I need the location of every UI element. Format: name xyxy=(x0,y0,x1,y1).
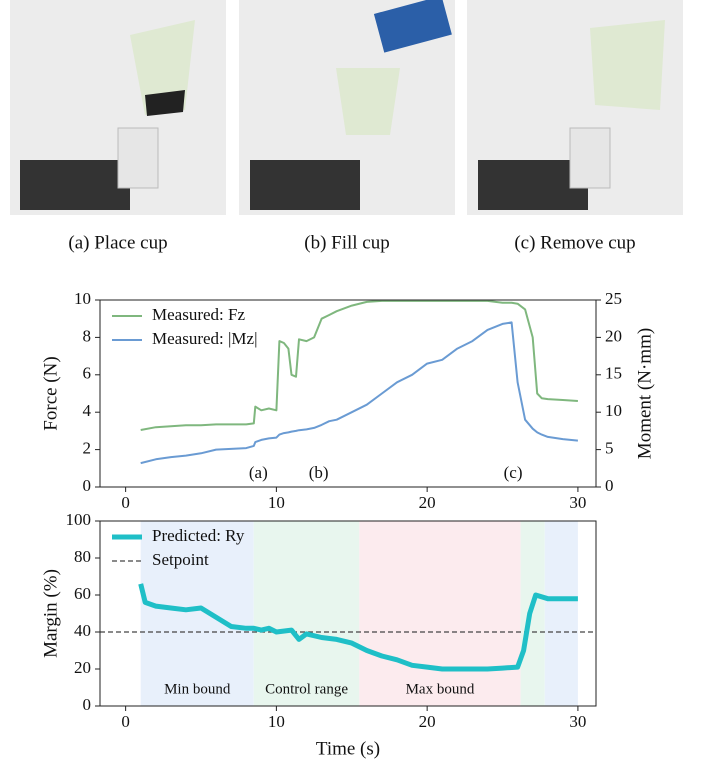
region xyxy=(545,521,578,706)
x-tick-label: 20 xyxy=(419,493,436,512)
figure: (a) Place cup (b) Fill cup (c) Remove cu… xyxy=(0,0,701,770)
y-tick-label: 60 xyxy=(74,584,91,603)
caption: (c) Remove cup xyxy=(514,232,635,253)
y2-tick-label: 20 xyxy=(605,326,622,345)
x-tick-label: 10 xyxy=(268,712,285,731)
x-tick-label: 0 xyxy=(121,493,130,512)
y2-tick-label: 0 xyxy=(605,476,614,495)
y-tick-label: 6 xyxy=(83,364,92,383)
y2-tick-label: 5 xyxy=(605,439,614,458)
caption: (b) Fill cup xyxy=(304,232,390,253)
y-tick-label: 4 xyxy=(83,401,92,420)
y2-axis-label: Moment (N·mm) xyxy=(634,328,655,459)
region-label: Max bound xyxy=(406,681,475,697)
photo-c xyxy=(467,0,683,215)
y-tick-label: 0 xyxy=(83,695,92,714)
annotation: (c) xyxy=(504,463,523,482)
annotation: (a) xyxy=(249,463,268,482)
y-tick-label: 100 xyxy=(66,510,92,529)
y-tick-label: 20 xyxy=(74,658,91,677)
photo-b xyxy=(239,0,455,215)
y2-tick-label: 25 xyxy=(605,289,622,308)
x-tick-label: 30 xyxy=(569,493,586,512)
photo-a xyxy=(10,0,226,215)
x-axis-label: Time (s) xyxy=(316,738,380,759)
y-axis-label: Margin (%) xyxy=(40,569,61,658)
legend-label: Predicted: Ry xyxy=(152,526,245,545)
region xyxy=(141,521,254,706)
x-tick-label: 0 xyxy=(121,712,130,731)
caption: (a) Place cup xyxy=(68,232,167,253)
y2-tick-label: 15 xyxy=(605,364,622,383)
legend-label: Setpoint xyxy=(152,550,209,569)
region xyxy=(254,521,360,706)
x-tick-label: 20 xyxy=(419,712,436,731)
y-axis-label: Force (N) xyxy=(40,356,61,430)
y-tick-label: 8 xyxy=(83,326,92,345)
y-tick-label: 2 xyxy=(83,439,92,458)
y-tick-label: 40 xyxy=(74,621,91,640)
legend-label: Measured: Fz xyxy=(152,305,245,324)
x-tick-label: 30 xyxy=(569,712,586,731)
x-tick-label: 10 xyxy=(268,493,285,512)
region xyxy=(359,521,520,706)
y2-tick-label: 10 xyxy=(605,401,622,420)
region-label: Min bound xyxy=(164,681,231,697)
y-tick-label: 80 xyxy=(74,547,91,566)
y-tick-label: 0 xyxy=(83,476,92,495)
region xyxy=(521,521,545,706)
legend-label: Measured: |Mz| xyxy=(152,329,257,348)
y-tick-label: 10 xyxy=(74,289,91,308)
region-label: Control range xyxy=(265,681,348,697)
annotation: (b) xyxy=(309,463,329,482)
